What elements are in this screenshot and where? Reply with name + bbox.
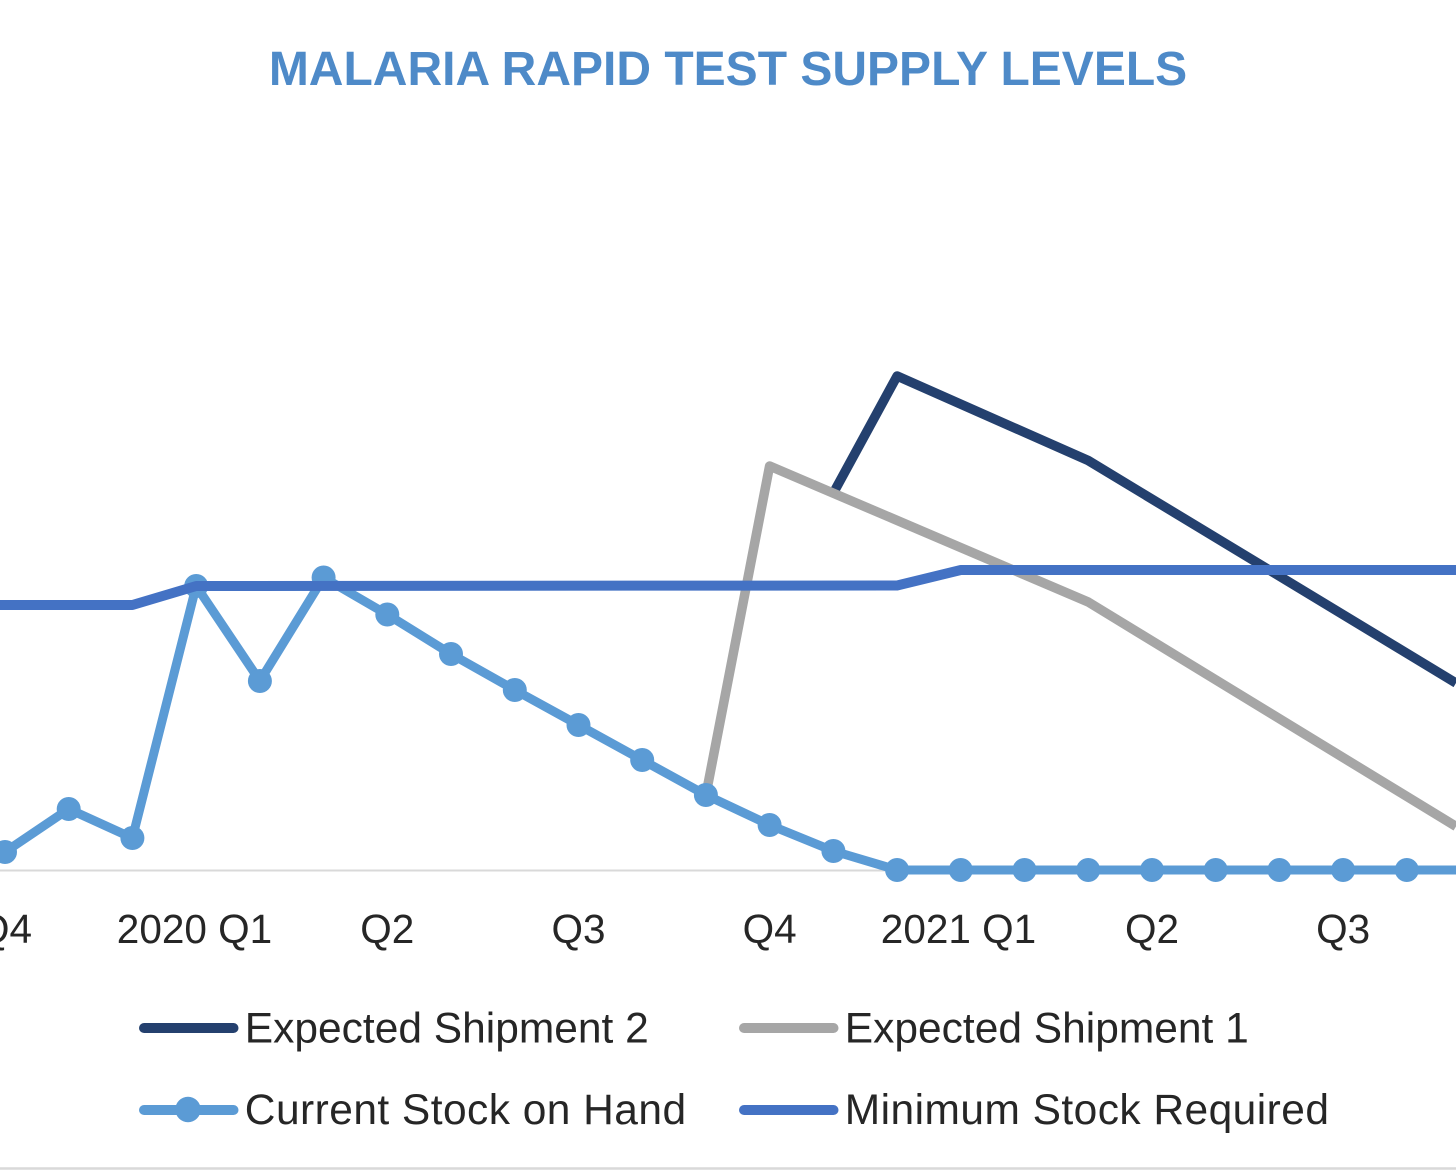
- svg-text:2021 Q1: 2021 Q1: [881, 906, 1036, 952]
- svg-text:2020 Q1: 2020 Q1: [117, 906, 272, 952]
- svg-text:Minimum Stock Required: Minimum Stock Required: [845, 1087, 1330, 1134]
- svg-text:Q4: Q4: [743, 906, 797, 952]
- svg-text:Q2: Q2: [1125, 906, 1179, 952]
- svg-text:MALARIA RAPID TEST SUPPLY LEVE: MALARIA RAPID TEST SUPPLY LEVELS: [269, 43, 1187, 96]
- svg-text:Q3: Q3: [551, 906, 605, 952]
- svg-text:Expected Shipment 1: Expected Shipment 1: [845, 1006, 1249, 1053]
- svg-text:Q4: Q4: [0, 906, 32, 952]
- svg-text:Expected Shipment 2: Expected Shipment 2: [245, 1006, 649, 1053]
- svg-text:Q3: Q3: [1316, 906, 1370, 952]
- svg-text:Q2: Q2: [360, 906, 414, 952]
- svg-text:Current Stock on Hand: Current Stock on Hand: [245, 1087, 687, 1134]
